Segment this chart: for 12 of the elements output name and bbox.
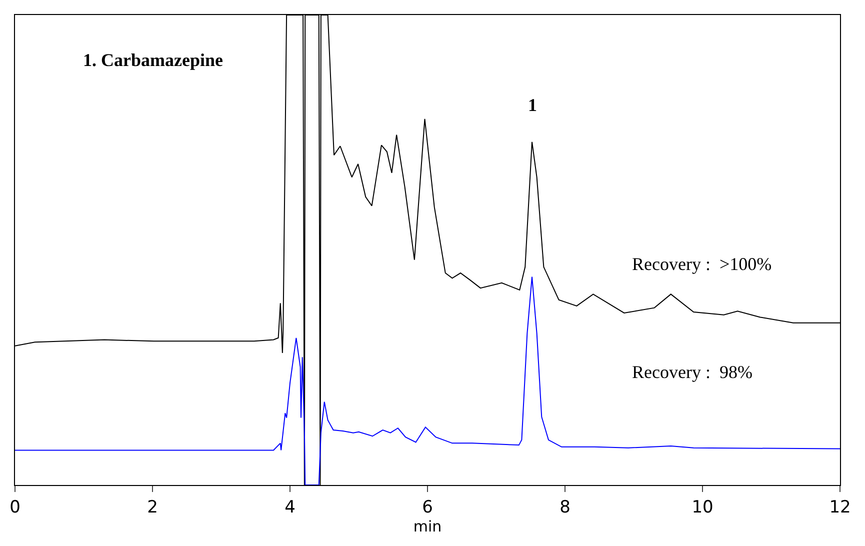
x-tick-label: 10 <box>692 497 714 518</box>
x-tick-label: 12 <box>829 497 851 518</box>
annotation: Recovery : >100% <box>632 254 772 274</box>
annotation: Recovery : 98% <box>632 362 752 382</box>
x-axis-title: min <box>413 517 442 536</box>
x-tick-label: 2 <box>147 497 158 518</box>
annotation: 1. Carbamazepine <box>83 50 223 70</box>
x-tick-label: 8 <box>560 497 570 518</box>
x-tick-label: 6 <box>422 497 433 518</box>
annotation: 1 <box>528 95 537 115</box>
x-tick-label: 4 <box>284 497 296 518</box>
x-tick-label: 0 <box>10 497 20 518</box>
